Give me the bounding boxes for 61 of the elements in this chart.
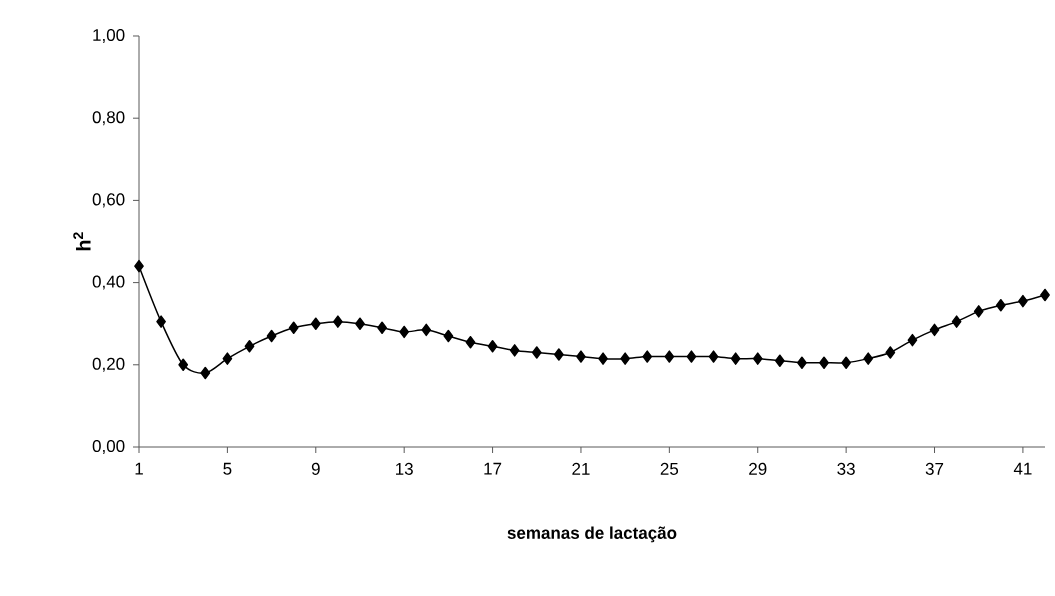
point (377, 321, 387, 335)
y-tick-label: 1,00 (93, 28, 125, 44)
point (797, 356, 807, 369)
point (995, 298, 1006, 312)
point (907, 333, 918, 347)
x-tick-label: 17 (484, 462, 502, 475)
point (1018, 294, 1028, 308)
y-tick-label: 0,20 (92, 357, 125, 372)
point (863, 352, 874, 365)
point (1040, 288, 1050, 302)
y-tick-label: 0,60 (92, 193, 125, 208)
x-tick-label: 9 (311, 462, 320, 475)
point (885, 346, 896, 359)
point (841, 356, 851, 369)
point (951, 315, 962, 328)
point (730, 352, 741, 365)
point (178, 358, 189, 372)
y-tick-label: 0,40 (92, 275, 125, 290)
x-tick-label: 29 (749, 462, 767, 475)
point (686, 350, 697, 363)
point (355, 317, 365, 330)
y-axis-title: h$^{2}$ (73, 232, 91, 251)
point (774, 354, 785, 367)
point (973, 305, 984, 318)
point (244, 340, 255, 353)
point (443, 329, 454, 343)
point (333, 315, 343, 328)
x-tick-label: 37 (925, 462, 944, 475)
x-tick-label: 41 (1013, 462, 1032, 475)
point (487, 340, 498, 353)
point (288, 321, 299, 335)
point (310, 317, 321, 330)
point (509, 344, 520, 357)
x-tick-label: 1 (135, 462, 143, 475)
x-tick-label: 25 (660, 462, 679, 475)
point (156, 315, 166, 328)
point (421, 323, 432, 337)
point (200, 366, 211, 380)
point (531, 346, 542, 359)
point (620, 352, 631, 365)
y-tick-label: 0,00 (92, 439, 125, 455)
point (642, 350, 653, 363)
x-tick-label: 5 (223, 462, 232, 475)
point (222, 352, 233, 365)
point (266, 329, 277, 343)
x-tick-label: 21 (572, 462, 590, 475)
point (929, 323, 940, 337)
point (752, 352, 763, 365)
point (664, 350, 675, 363)
point (819, 356, 829, 369)
point (576, 350, 586, 363)
point (708, 350, 719, 363)
point (553, 348, 564, 361)
x-tick-label: 13 (396, 462, 413, 475)
point (598, 352, 608, 365)
x-axis-title: semanas de lactação (507, 526, 677, 543)
point (465, 335, 476, 349)
point (134, 259, 144, 273)
x-tick-label: 33 (837, 462, 855, 475)
y-tick-label: 0,80 (92, 111, 125, 126)
point (399, 325, 410, 339)
